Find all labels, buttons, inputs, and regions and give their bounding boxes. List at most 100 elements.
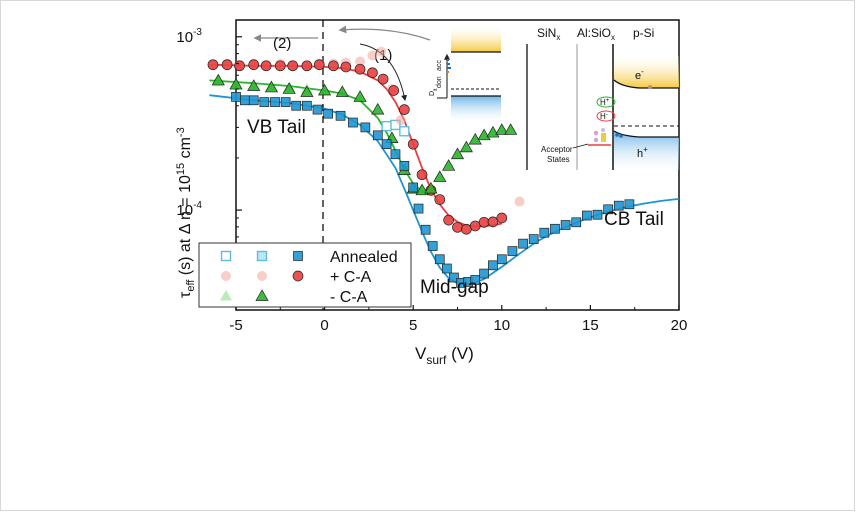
data-point-circle-filled [260, 60, 272, 72]
data-point-circle-filled [301, 60, 313, 72]
data-point-circle-filled [234, 60, 245, 72]
data-point-circle-filled [388, 85, 400, 96]
data-point-circle-filled [340, 61, 352, 73]
acceptor-pointer [572, 143, 589, 149]
data-point-circle-light [514, 196, 525, 207]
sweep-arrow-1 [338, 25, 431, 41]
electron-label: e- [635, 67, 644, 82]
acc-label: acc [436, 60, 443, 71]
data-point-triangle-filled [264, 80, 279, 93]
data-point-square-open [399, 126, 410, 137]
data-point-circle-filled [287, 60, 299, 72]
data-point-square-filled [442, 263, 452, 274]
data-point-triangle-filled [424, 181, 438, 194]
layer-alsio: Al:SiOx [577, 26, 615, 42]
data-point-triangle-filled [371, 102, 385, 115]
data-point-square-filled [479, 268, 489, 279]
data-point-circle-filled [377, 73, 389, 85]
data-point-square-filled [372, 130, 383, 141]
data-point-circle-filled [207, 59, 219, 71]
legend-marker-triangle [220, 290, 232, 301]
data-point-circle-filled [416, 169, 428, 181]
annotation-mid-gap: Mid-gap [420, 277, 489, 298]
data-point-circle-light [367, 50, 378, 61]
psi-conduction-band [614, 56, 679, 88]
legend-marker-square [220, 250, 232, 262]
data-point-circle-light [395, 115, 406, 126]
acceptor-label-line2: States [547, 155, 570, 164]
data-point-square-filled [231, 92, 241, 102]
x-tick-label: -5 [229, 317, 242, 334]
hole-label: h+ [637, 145, 648, 160]
x-tick-label: 0 [320, 317, 328, 334]
data-point-circle-filled [443, 214, 454, 226]
data-point-square-filled [488, 260, 498, 271]
acceptor-label-line1: Acceptor [541, 145, 573, 154]
data-point-square-filled [624, 199, 635, 210]
data-point-triangle-filled [442, 159, 456, 171]
band-diagram-inset: Dit don acc SiNx Al:SiOx p-Si e- h+ H+ H… [429, 26, 679, 170]
annotation-vb-tail: VB Tail [247, 117, 306, 138]
data-point-square-filled [613, 200, 624, 211]
legend-marker-circle [292, 270, 304, 282]
data-point-triangle-filled [433, 170, 447, 182]
legend-marker-triangle [255, 289, 269, 301]
mini-valence-band [451, 96, 501, 122]
data-point-triangle-filled [353, 90, 367, 102]
data-point-square-filled [259, 97, 270, 107]
data-point-square-filled [413, 203, 424, 214]
layer-sinx: SiNx [537, 26, 560, 42]
data-point-square-filled [571, 217, 582, 228]
data-point-square-filled [323, 108, 333, 119]
legend-marker-square [256, 250, 268, 262]
mini-band-diagram: Dit don acc [429, 26, 501, 122]
h-minus-ion [596, 110, 616, 122]
data-point-square-filled [550, 223, 560, 234]
data-point-triangle-filled [504, 123, 518, 135]
data-point-triangle-filled [495, 123, 509, 135]
acceptor-states-marks [588, 128, 611, 146]
x-tick-label: 15 [582, 317, 599, 334]
data-point-triangle-filled [317, 83, 332, 96]
data-point-circle-light [376, 46, 387, 57]
data-point-circle-filled [367, 67, 378, 79]
data-point-square-filled [470, 275, 481, 285]
psi-valence-band [614, 131, 679, 170]
data-point-square-filled [280, 97, 291, 107]
annotation-cb-tail: CB Tail [604, 209, 664, 230]
data-point-square-filled [434, 254, 445, 265]
data-point-square-filled [360, 122, 371, 133]
legend-label-minus-ca: - C-A [330, 289, 368, 306]
don-label: don [436, 76, 443, 88]
data-point-square-filled [449, 272, 459, 283]
data-point-square-filled [381, 139, 392, 150]
data-point-circle-filled [469, 220, 481, 232]
data-point-triangle-filled [459, 140, 473, 153]
data-point-square-filled [427, 241, 438, 251]
y-tick-label: 10-3 [176, 27, 202, 46]
data-point-triangle-filled [229, 77, 243, 90]
sweep-arrow-1-path [359, 43, 407, 102]
data-point-circle-light [355, 56, 366, 67]
data-point-circle-filled [434, 194, 446, 205]
data-point-square-filled [248, 95, 259, 106]
axes: -5 0 5 10 15 20 10-3 10-4 [176, 27, 687, 334]
h-plus-ion [596, 96, 616, 108]
data-point-circle-filled [461, 223, 472, 235]
data-point-square-filled [496, 254, 507, 265]
data-point-triangle-filled [282, 82, 296, 94]
x-tick-label: 10 [493, 317, 510, 334]
data-point-square-filled [348, 117, 358, 128]
legend-label-annealed: Annealed [330, 249, 398, 266]
sweep-label-2: (2) [273, 35, 291, 52]
data-point-triangle-filled [247, 79, 261, 91]
data-point-square-filled [603, 204, 613, 215]
data-point-square-filled [390, 149, 401, 160]
data-markers [207, 46, 635, 288]
data-point-triangle-filled [450, 147, 465, 160]
data-point-circle-filled [452, 221, 463, 233]
data-point-square-filled [335, 110, 346, 121]
legend-marker-circle [257, 271, 267, 281]
layer-psi: p-Si [633, 26, 654, 40]
